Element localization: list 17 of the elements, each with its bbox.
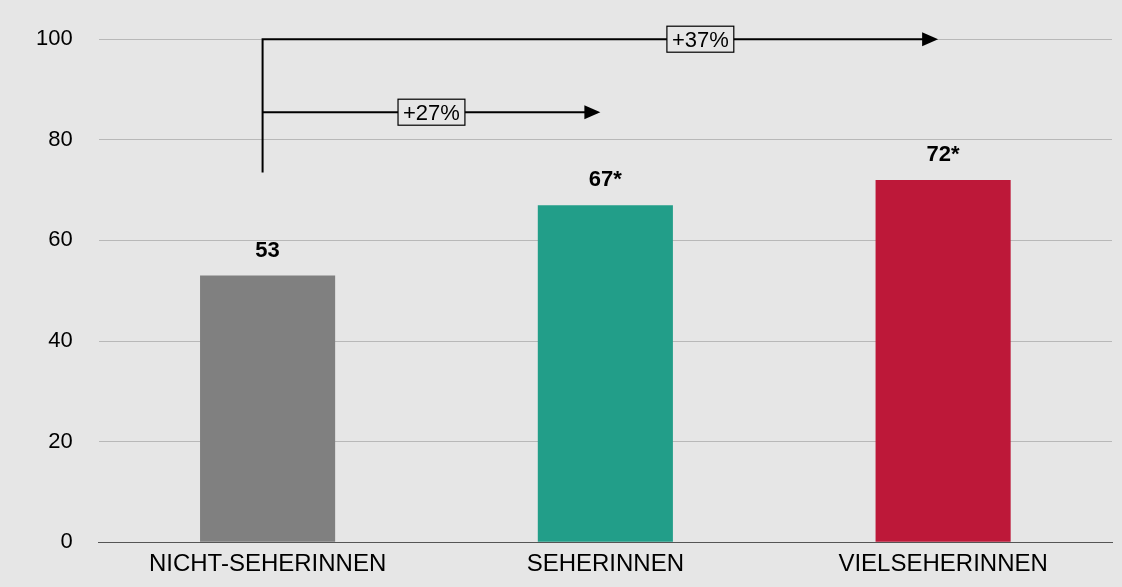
annotation: +27%	[403, 100, 460, 126]
y-tick-label: 40	[48, 327, 73, 353]
data-label: 72*	[926, 141, 961, 167]
data-label: 53	[255, 236, 280, 262]
y-tick-label: 80	[48, 125, 73, 151]
x-tick-label: VIELSEHERINNEN	[838, 549, 1048, 577]
x-tick-label: SEHERINNEN	[526, 549, 685, 577]
y-tick-label: 60	[48, 226, 73, 252]
y-tick-label: 20	[48, 427, 73, 453]
y-tick-label: 0	[60, 528, 73, 554]
data-label: 67*	[588, 166, 623, 192]
annotation: +37%	[671, 27, 729, 53]
bar	[537, 205, 673, 542]
y-tick-label: 100	[35, 25, 73, 51]
bar	[200, 275, 336, 542]
x-tick-label: NICHT-SEHERINNEN	[148, 549, 387, 577]
bar	[875, 180, 1011, 542]
